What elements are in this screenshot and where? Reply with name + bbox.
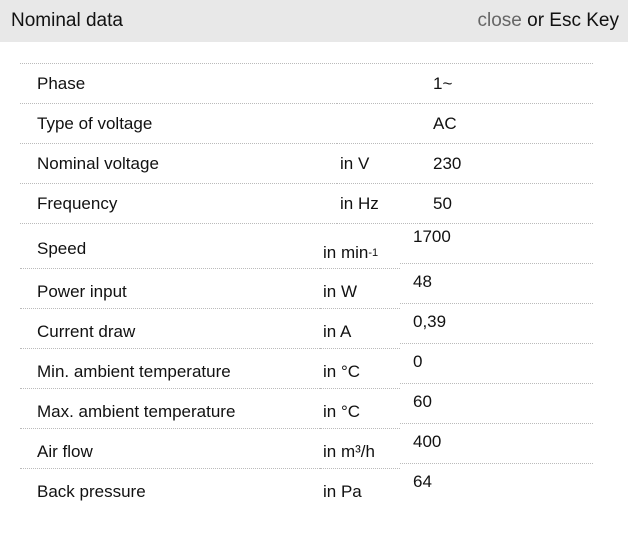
row-unit: in °C: [320, 349, 400, 389]
row-label: Power input: [20, 269, 320, 309]
unit-text: in Hz: [340, 193, 379, 213]
row-label: Air flow: [20, 429, 320, 469]
row-unit: in m³/h: [320, 429, 400, 469]
row-unit: in A: [320, 309, 400, 349]
dialog-title: Nominal data: [11, 10, 123, 31]
row-label: Nominal voltage: [20, 144, 337, 184]
unit-text: in A: [323, 321, 352, 341]
row-label: Frequency: [20, 184, 337, 224]
row-value: 230: [420, 144, 593, 184]
row-unit: in V: [337, 144, 420, 184]
table-row: Speed in min -1 1700: [20, 224, 593, 269]
nominal-data-table: Phase 1~ Type of voltage AC Nominal voltag…: [20, 63, 593, 509]
row-label: Phase: [20, 64, 337, 104]
table-row: Type of voltage AC: [20, 104, 593, 144]
table-row: Phase 1~: [20, 64, 593, 104]
row-unit: in °C: [320, 389, 400, 429]
table-row: Min. ambient temperature in °C 0: [20, 349, 593, 389]
row-value: 64: [413, 472, 432, 491]
row-unit: in W: [320, 269, 400, 309]
row-value: 48: [400, 264, 593, 304]
table-row: Max. ambient temperature in °C 60: [20, 389, 593, 429]
row-label: Min. ambient temperature: [20, 349, 320, 389]
row-value: AC: [420, 104, 593, 144]
row-unit: in Hz: [337, 184, 420, 224]
row-value: 1~: [420, 64, 593, 104]
row-value: 400: [400, 424, 593, 464]
table-row: Power input in W 48: [20, 269, 593, 309]
row-label: Speed: [20, 224, 320, 269]
row-unit: [337, 64, 420, 104]
row-value: 60: [400, 384, 593, 424]
row-unit: in min -1: [320, 224, 400, 269]
row-value: 0,39: [400, 304, 593, 344]
row-value: 0: [400, 344, 593, 384]
unit-text: in V: [340, 153, 370, 173]
unit-text: in W: [323, 281, 357, 301]
row-label: Max. ambient temperature: [20, 389, 320, 429]
table-row: Air flow in m³/h 400: [20, 429, 593, 469]
unit-text: in Pa: [323, 482, 362, 501]
unit-text: in °C: [323, 361, 361, 381]
row-label: Type of voltage: [20, 104, 337, 144]
row-label: Back pressure: [37, 482, 146, 501]
close-hint: close or Esc Key: [477, 10, 619, 32]
row-unit: in Pa: [320, 469, 400, 509]
row-value: 50: [420, 184, 593, 224]
row-label: Current draw: [20, 309, 320, 349]
table-row: Current draw in A 0,39: [20, 309, 593, 349]
unit-superscript: -1: [368, 247, 379, 259]
unit-text: in °C: [323, 401, 361, 421]
close-hint-suffix: or Esc Key: [521, 10, 619, 31]
table-row: Frequency in Hz 50: [20, 184, 593, 224]
close-link[interactable]: close: [477, 10, 522, 31]
table-row: Back pressure in Pa 64: [20, 469, 593, 509]
unit-text: in min: [323, 243, 369, 262]
row-unit: [337, 104, 420, 144]
row-value: 1700: [400, 219, 593, 264]
table-row: Nominal voltage in V 230: [20, 144, 593, 184]
unit-text: in m³/h: [323, 441, 375, 461]
dialog-header: Nominal data close or Esc Key: [0, 0, 628, 42]
